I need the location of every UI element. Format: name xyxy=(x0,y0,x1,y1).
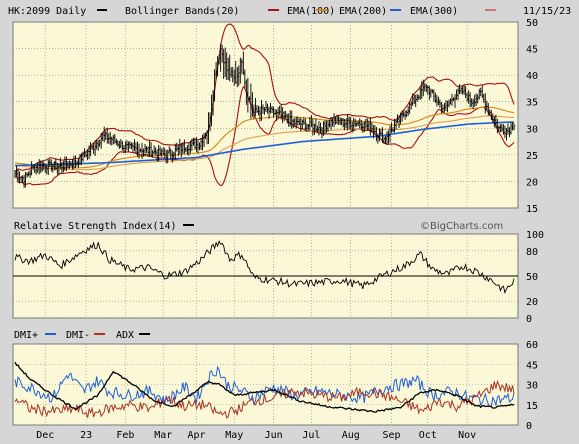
x-tick-label: May xyxy=(225,430,243,441)
x-tick-label: Mar xyxy=(154,430,172,441)
y-tick-price: 20 xyxy=(526,177,538,188)
y-tick-rsi: 100 xyxy=(526,230,544,241)
x-tick-label: 23 xyxy=(80,430,92,441)
dmi-series xyxy=(14,361,515,419)
rsi-title: Relative Strength Index(14) xyxy=(14,221,177,232)
dmi-minus-line xyxy=(14,379,515,419)
y-tick-price: 30 xyxy=(526,124,538,135)
ema200-line xyxy=(14,115,515,171)
x-tick-label: Aug xyxy=(342,430,360,441)
y-tick-rsi: 50 xyxy=(526,272,538,283)
y-tick-dmi: 60 xyxy=(526,340,538,351)
x-tick-labels: Dec 23 Feb Mar Apr May Jun Jul Aug Sep Oct Nov xyxy=(36,430,476,441)
y-tick-price: 35 xyxy=(526,98,538,109)
ema300-line xyxy=(14,121,515,167)
y-tick-dmi: 15 xyxy=(526,401,538,412)
y-tick-rsi: 20 xyxy=(526,297,538,308)
adx-legend: ADX xyxy=(116,330,134,341)
price-panel xyxy=(12,21,519,209)
rsi-series xyxy=(14,240,515,294)
x-tick-label: Jul xyxy=(302,430,320,441)
x-tick-label: Feb xyxy=(116,430,134,441)
y-tick-price: 25 xyxy=(526,151,538,162)
x-tick-label: Oct xyxy=(419,430,437,441)
x-tick-label: Nov xyxy=(458,430,476,441)
adx-line xyxy=(14,361,515,413)
y-tick-price: 15 xyxy=(526,204,538,215)
y-tick-price: 50 xyxy=(526,18,538,29)
y-tick-labels: 15 20 25 30 35 40 45 50 0 20 50 80 100 0 15 30 45 60 xyxy=(526,18,544,432)
x-tick-label: Sep xyxy=(383,430,401,441)
y-tick-price: 45 xyxy=(526,45,538,56)
watermark: ©BigCharts.com xyxy=(420,221,503,232)
x-tick-label: Dec xyxy=(36,430,54,441)
bollinger-upper-line xyxy=(14,23,515,172)
y-tick-rsi: 80 xyxy=(526,247,538,258)
y-tick-dmi: 30 xyxy=(526,381,538,392)
dmi-minus-legend: DMI- xyxy=(66,330,90,341)
legend-ema300: EMA(300) xyxy=(410,6,458,17)
chart-date: 11/15/23 xyxy=(523,6,571,17)
ema100-line xyxy=(14,106,515,169)
dmi-plus-line xyxy=(14,365,515,408)
bollinger-lower-line xyxy=(14,86,515,187)
legend-ema100: EMA(100) xyxy=(287,6,335,17)
y-tick-rsi: 0 xyxy=(526,314,532,325)
legend-bollinger: Bollinger Bands(20) xyxy=(125,6,239,17)
rsi-line xyxy=(14,240,515,294)
grid-lines xyxy=(13,21,518,426)
x-tick-label: Jun xyxy=(265,430,283,441)
x-tick-label: Apr xyxy=(187,430,205,441)
dmi-plus-legend: DMI+ xyxy=(14,330,38,341)
y-tick-price: 40 xyxy=(526,71,538,82)
y-tick-dmi: 45 xyxy=(526,360,538,371)
legend-ema200: EMA(200) xyxy=(339,6,387,17)
symbol-title: HK:2099 Daily xyxy=(8,6,86,17)
price-series xyxy=(14,23,516,189)
y-tick-dmi: 0 xyxy=(526,421,532,432)
